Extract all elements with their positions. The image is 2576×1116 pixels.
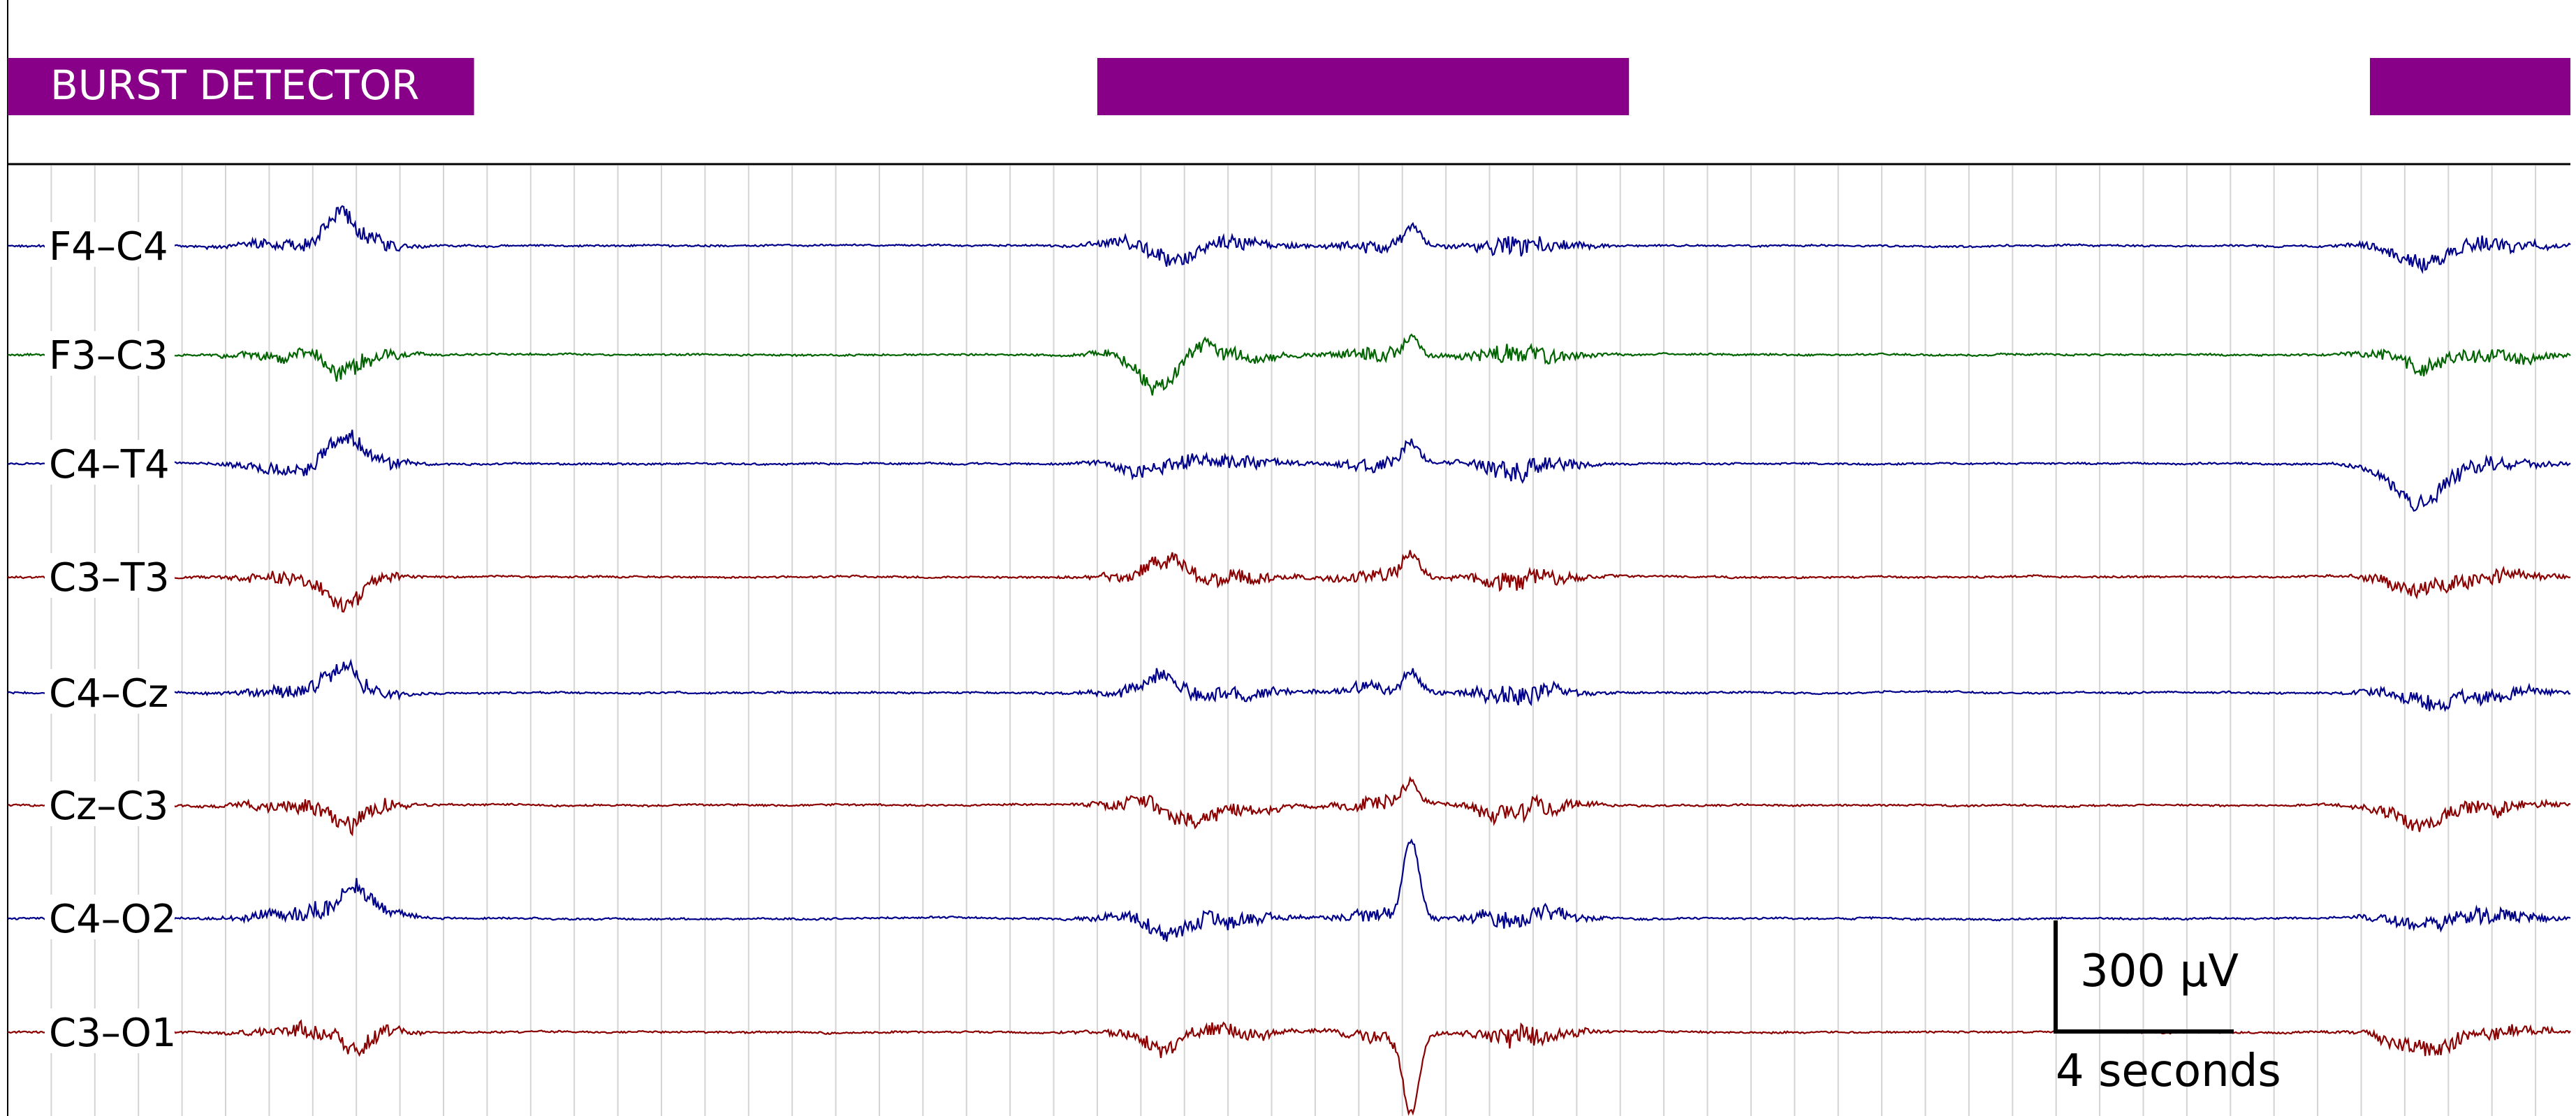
eeg-frame (7, 163, 2570, 1116)
scale-bar: 300 μV 4 seconds (2054, 920, 2281, 1097)
channel-label: F3–C3 (49, 333, 168, 379)
channel-label-background (45, 331, 175, 376)
burst-bar (8, 58, 474, 115)
time-grid (50, 166, 2537, 1116)
channel-label: C4–T4 (49, 442, 170, 487)
channel-label: C3–O1 (49, 1011, 176, 1056)
channel-label: C4–Cz (49, 671, 168, 717)
trace-f3c3 (7, 333, 2571, 396)
channel-label-background (45, 553, 175, 598)
eeg-traces (7, 205, 2571, 1116)
channel-label-background (45, 440, 175, 485)
burst-detector-track: BURST DETECTOR (7, 0, 2570, 164)
amplitude-scale-label: 300 μV (2080, 946, 2239, 997)
trace-c3t3 (7, 550, 2571, 613)
channel-label-background (45, 781, 175, 826)
channel-label-background (45, 895, 175, 939)
trace-f4c4 (7, 205, 2571, 274)
burst-bar (1097, 58, 1630, 115)
trace-c4t4 (7, 429, 2571, 512)
trace-c4cz (7, 658, 2571, 712)
channel-label: C3–T3 (49, 555, 170, 601)
channel-label: F4–C4 (49, 224, 168, 270)
channel-label-background (45, 222, 175, 267)
trace-czc3 (7, 776, 2571, 837)
burst-detector-label: BURST DETECTOR (50, 61, 420, 109)
trace-c4o2 (7, 838, 2571, 942)
channel-labels: F4–C4 F3–C3 C4–T4 C3–T3 C4–Cz Cz–C3 C4–O2 C3–O1 (45, 222, 176, 1056)
burst-bar (2369, 58, 2570, 115)
channel-label: Cz–C3 (49, 784, 168, 829)
channel-label-background (45, 1008, 175, 1053)
channel-label-background (45, 669, 175, 714)
channel-label: C4–O2 (49, 897, 176, 942)
time-scale-label: 4 seconds (2056, 1045, 2281, 1097)
